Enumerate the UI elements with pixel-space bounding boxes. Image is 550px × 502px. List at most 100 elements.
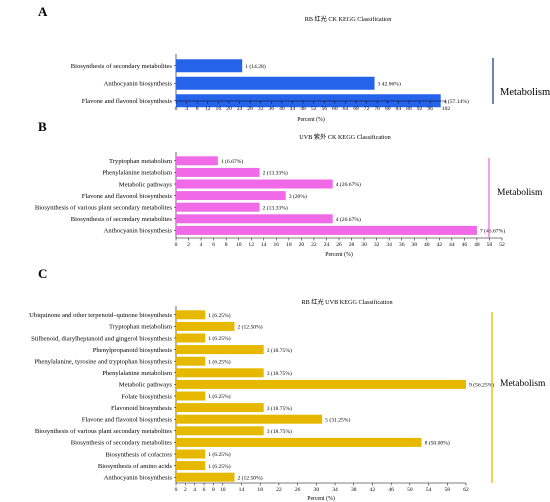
panel-b-data-label: 2 (13.33%) — [263, 170, 288, 177]
panel-b-x-tick-label: 42 — [437, 242, 443, 248]
panel-c-category-label: Anthocyanin biosynthesis — [104, 475, 173, 482]
panel-c-data-label: 2 (12.50%) — [237, 324, 262, 331]
panel-a-data-label: 1 (14.28) — [245, 63, 266, 70]
panel-b-group-label: Metabolism — [497, 188, 543, 198]
panel-b-data-label: 2 (13.33%) — [263, 204, 288, 211]
panel-b-x-tick-label: 46 — [462, 242, 468, 248]
panel-c-x-tick-label: 50 — [407, 487, 413, 493]
panel-c-bar — [176, 414, 323, 424]
panel-b-x-tick-label: 48 — [474, 242, 480, 248]
panel-a-group-label: Metabolism — [500, 87, 550, 98]
panel-a-x-tick-label: 60 — [332, 106, 338, 112]
panel-a-x-tick-label: 56 — [321, 106, 327, 112]
panel-a-x-tick-label: 12 — [205, 106, 211, 112]
panel-b-x-tick-label: 4 — [200, 242, 203, 248]
panel-a-data-label: 3 42.86%) — [378, 80, 401, 87]
panel-c-bar — [176, 368, 264, 378]
panel-b-x-tick-label: 34 — [386, 242, 392, 248]
panel-c-category-label: Biosynthesis of secondary metabolites — [71, 440, 173, 447]
panel-a-category-label: Biosynthesis of secondary metabolites — [71, 63, 173, 70]
panel-b-x-tick-label: 14 — [261, 242, 267, 248]
panel-b-x-axis-label: Percent (%) — [325, 251, 353, 258]
panel-c-title: RB 红光 UVB KEGG Classification — [301, 298, 392, 306]
panel-b-x-tick-label: 30 — [361, 242, 367, 248]
panel-c-x-tick-label: 34 — [332, 487, 338, 493]
panel-c-category-label: Phenylpropanoid biosynthesis — [93, 347, 173, 354]
panel-c-data-label: 2 (12.50%) — [237, 474, 262, 481]
panel-c-x-axis-label: Percent (%) — [307, 495, 335, 502]
panel-c-data-label: 1 (6.25%) — [208, 393, 231, 400]
panel-b-category-label: Metabolic pathways — [119, 181, 173, 188]
panel-a-x-tick-label: 64 — [343, 106, 349, 112]
panel-c-data-label: 1 (6.25%) — [208, 335, 231, 342]
panel-c-x-tick-label: 42 — [370, 487, 376, 493]
panel-b-category-label: Tryptophan metabolism — [109, 158, 173, 165]
panel-c-x-tick-label: 8 — [212, 487, 215, 493]
panel-a-letter: A — [38, 4, 48, 19]
panel-b-x-tick-label: 12 — [248, 242, 254, 248]
panel-a-x-tick-label: 102 — [442, 106, 451, 112]
panel-a-x-tick-label: 92 — [417, 106, 423, 112]
panel-b-data-label: 4 (26.67%) — [336, 216, 361, 223]
panel-c-data-label: 3 (18.75%) — [267, 428, 292, 435]
panel-a-x-axis-label: Percent (%) — [297, 116, 325, 123]
panel-c-category-label: Metabolic pathways — [119, 382, 173, 389]
panel-a-x-tick-label: 36 — [268, 106, 274, 112]
panel-a-x-tick-label: 80 — [385, 106, 391, 112]
panel-b-x-tick-label: 24 — [324, 242, 330, 248]
panel-b-bar — [176, 225, 477, 235]
panel-b-category-label: Biosynthesis of secondary metabolites — [71, 216, 173, 223]
panel-b-x-tick-label: 44 — [449, 242, 455, 248]
panel-b-category-label: Flavone and flavonol biosynthesis — [82, 193, 173, 200]
panel-a-x-tick-label: 32 — [258, 106, 264, 112]
panel-c-x-tick-label: 58 — [444, 487, 450, 493]
panel-b-bar — [176, 167, 260, 177]
panel-c-x-tick-label: 4 — [193, 487, 196, 493]
panel-b-x-tick-label: 28 — [349, 242, 355, 248]
panel-c-bar — [176, 321, 235, 331]
panel-c-data-label: 9 (56.25%) — [469, 382, 494, 389]
panel-b-x-tick-label: 52 — [499, 242, 505, 248]
panel-c-x-tick-label: 54 — [426, 487, 432, 493]
panel-a-x-tick-label: 84 — [396, 106, 402, 112]
panel-c-bar — [176, 379, 466, 389]
panel-c-data-label: 3 (18.75%) — [267, 347, 292, 354]
panel-b-category-label: Biosynthesis of various plant secondary … — [35, 205, 173, 212]
panel-c-data-label: 8 (50.00%) — [425, 440, 450, 447]
panel-b-data-label: 7 (46.67%) — [480, 228, 505, 235]
panel-c-bar — [176, 403, 264, 413]
panel-b-x-tick-label: 22 — [311, 242, 317, 248]
panel-a-x-tick-label: 76 — [374, 106, 380, 112]
panel-c-bar — [176, 391, 206, 401]
panel-c-bar — [176, 310, 206, 320]
panel-c-data-label: 1 (6.25%) — [208, 451, 231, 458]
panel-a-x-tick-label: 20 — [226, 106, 232, 112]
panel-c-bar — [176, 437, 422, 447]
panel-a-bar — [176, 59, 243, 73]
panel-c-bar — [176, 472, 235, 482]
panel-c-bar — [176, 461, 206, 471]
panel-c-category-label: Biosynthesis of various plant secondary … — [35, 428, 173, 435]
panel-b-x-tick-label: 50 — [487, 242, 493, 248]
panel-b-data-label: 3 (20%) — [289, 193, 307, 200]
panel-a-x-tick-label: 68 — [353, 106, 359, 112]
panel-b-x-tick-label: 8 — [225, 242, 228, 248]
panel-a-x-tick-label: 96 — [427, 106, 433, 112]
panel-b-bar — [176, 156, 218, 166]
panel-a-x-tick-label: 24 — [237, 106, 243, 112]
panel-a-x-tick-label: 88 — [406, 106, 412, 112]
panel-a-data-label: 4 (57.14%) — [444, 98, 469, 105]
panel-c-bar — [176, 426, 264, 436]
panel-c-x-tick-label: 18 — [257, 487, 263, 493]
panel-c-group-label: Metabolism — [500, 379, 546, 389]
panel-c-category-label: Stilbenoid, diarylheptanoid and gingerol… — [31, 335, 172, 342]
panel-a-x-tick-label: 52 — [311, 106, 317, 112]
panel-a-category-label: Anthocyanin biosynthesis — [104, 81, 173, 88]
panel-a-x-tick-label: 8 — [196, 106, 199, 112]
panel-b-x-tick-label: 0 — [175, 242, 178, 248]
panel-a-x-tick-label: 48 — [300, 106, 306, 112]
panel-a-title: RB 红光 CK KEGG Classification — [305, 15, 392, 23]
panel-c-category-label: Biosynthesis of amino acids — [98, 463, 173, 470]
panel-b-bar — [176, 191, 286, 201]
panel-b-x-tick-label: 16 — [274, 242, 280, 248]
